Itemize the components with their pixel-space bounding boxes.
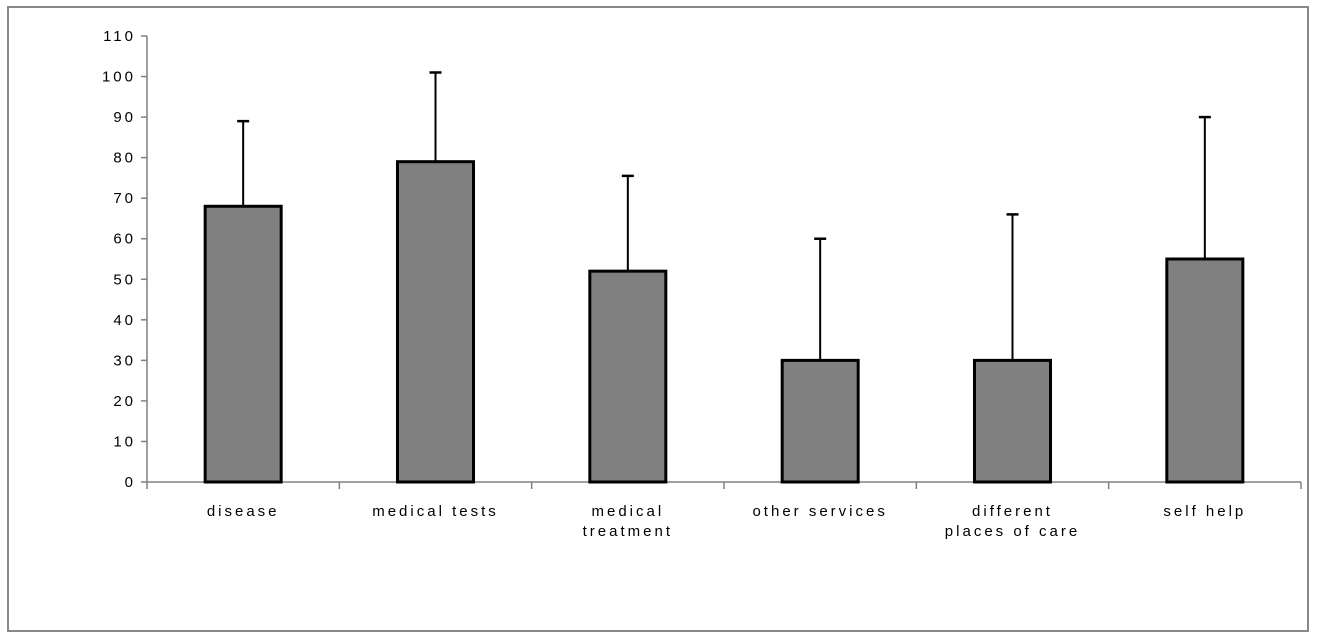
y-tick-label: 20 [113, 393, 136, 410]
bar [973, 358, 1052, 484]
bar [203, 204, 283, 484]
y-tick-label: 80 [113, 150, 136, 167]
bar-chart: 0 10 20 30 40 50 60 70 80 90 100 110 disease medical … [102, 28, 1302, 540]
y-tick-label: 100 [102, 69, 136, 86]
bar [1165, 257, 1245, 484]
x-category-label: different [972, 503, 1053, 520]
y-tick-label: 0 [125, 474, 136, 491]
y-tick-label: 40 [113, 312, 136, 329]
x-category-label: disease [207, 503, 280, 520]
y-tick-label: 10 [113, 433, 136, 450]
x-category-label: places of care [945, 523, 1080, 540]
y-tick-label: 50 [113, 271, 136, 288]
bar [396, 160, 475, 484]
x-category-label: medical [591, 503, 664, 520]
bar [780, 358, 860, 484]
x-category-label: other services [752, 503, 887, 520]
bar [588, 269, 668, 484]
x-category-label: treatment [583, 523, 673, 540]
y-tick-label: 60 [113, 231, 136, 248]
x-category-label: self help [1163, 503, 1246, 520]
y-tick-label: 30 [113, 352, 136, 369]
y-tick-label: 70 [113, 190, 136, 207]
chart-frame: 0 10 20 30 40 50 60 70 80 90 100 110 disease medical … [7, 6, 1309, 632]
y-tick-label: 90 [113, 109, 136, 126]
y-tick-label: 110 [103, 28, 136, 45]
x-category-label: medical tests [372, 503, 499, 520]
